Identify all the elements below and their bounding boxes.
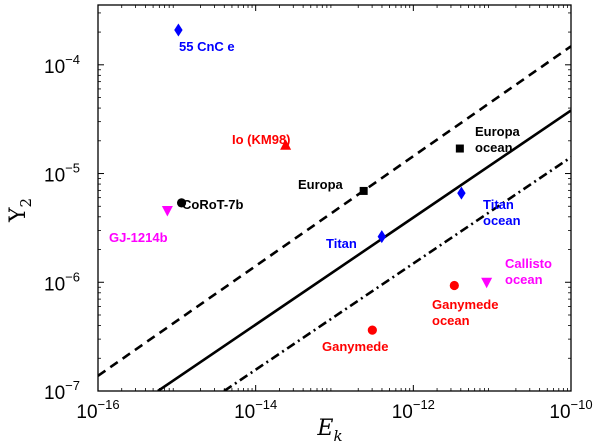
y-axis-label-sub: 2 bbox=[17, 198, 35, 208]
x-tick-base: 10 bbox=[234, 402, 255, 423]
y-tick-exp: −5 bbox=[65, 161, 80, 176]
data-points bbox=[161, 23, 493, 335]
label-gj-1214b: GJ-1214b bbox=[109, 230, 168, 245]
marker-ganymede bbox=[367, 325, 377, 335]
y-tick-exp: −6 bbox=[65, 269, 80, 284]
x-tick-exp: −16 bbox=[98, 397, 120, 412]
fit-lines bbox=[98, 45, 571, 391]
x-tick-label: 10−10 bbox=[549, 397, 592, 423]
x-tick-exp: −12 bbox=[413, 397, 435, 412]
x-tick-base: 10 bbox=[76, 402, 97, 423]
label-line: Ganymede bbox=[322, 339, 388, 354]
label-line: Ganymede bbox=[432, 297, 498, 312]
label-europa-ocean: Europa ocean bbox=[475, 124, 521, 155]
label-line: ocean bbox=[505, 272, 543, 287]
x-axis-label: Ek bbox=[316, 416, 342, 441]
y-tick-label: 10−4 bbox=[44, 52, 80, 78]
label-europa: Europa bbox=[298, 177, 344, 192]
label-line: Callisto bbox=[505, 256, 552, 271]
y-tick-label: 10−7 bbox=[44, 378, 80, 404]
label-titan: Titan bbox=[326, 236, 357, 251]
x-axis-ticks: 10−16 10−14 10−12 10−10 bbox=[76, 5, 593, 423]
y-tick-base: 10 bbox=[44, 274, 65, 295]
marker-io-km98 bbox=[280, 139, 292, 150]
label-line: 55 CnC e bbox=[179, 39, 235, 54]
x-tick-base: 10 bbox=[549, 402, 570, 423]
marker-europa bbox=[359, 186, 368, 195]
label-ganymede: Ganymede bbox=[322, 339, 388, 354]
label-io-km98: Io (KM98) bbox=[232, 132, 291, 147]
marker-corot-7b bbox=[176, 198, 187, 208]
x-tick-base: 10 bbox=[392, 402, 413, 423]
y-axis-label: Y2 bbox=[6, 198, 35, 223]
label-line: Europa bbox=[298, 177, 344, 192]
label-ganymede-ocean: Ganymede ocean bbox=[432, 297, 498, 328]
label-line: Io (KM98) bbox=[232, 132, 291, 147]
line-upper-bound bbox=[98, 45, 571, 377]
line-lower-bound bbox=[223, 156, 571, 391]
x-tick-label: 10−14 bbox=[234, 397, 277, 423]
label-line: Titan bbox=[326, 236, 357, 251]
marker-gj-1214b bbox=[161, 206, 173, 217]
y-tick-base: 10 bbox=[44, 57, 65, 78]
line-central bbox=[157, 109, 571, 391]
x-tick-exp: −14 bbox=[255, 397, 277, 412]
x-tick-label: 10−16 bbox=[76, 397, 119, 423]
y-tick-exp: −4 bbox=[65, 52, 80, 67]
marker-ganymede-ocean bbox=[449, 280, 459, 291]
x-tick-label: 10−12 bbox=[392, 397, 435, 423]
label-line: ocean bbox=[483, 213, 521, 228]
label-line: ocean bbox=[432, 313, 470, 328]
label-line: Europa bbox=[475, 124, 521, 139]
label-callisto-ocean: Callisto ocean bbox=[505, 256, 552, 287]
y-tick-label: 10−5 bbox=[44, 161, 80, 187]
label-line: Titan bbox=[483, 197, 514, 212]
x-axis-label-sub: k bbox=[333, 427, 342, 441]
label-line: ocean bbox=[475, 140, 513, 155]
marker-55-cnc-e bbox=[174, 23, 183, 37]
y-tick-base: 10 bbox=[44, 166, 65, 187]
x-tick-exp: −10 bbox=[571, 397, 593, 412]
marker-callisto-ocean bbox=[481, 277, 493, 289]
y-tick-base: 10 bbox=[44, 383, 65, 404]
label-titan-ocean: Titan ocean bbox=[483, 197, 521, 228]
label-corot-7b: CoRoT-7b bbox=[182, 197, 243, 212]
label-line: CoRoT-7b bbox=[182, 197, 243, 212]
marker-titan-ocean bbox=[457, 186, 466, 200]
marker-europa-ocean bbox=[455, 144, 464, 153]
x-axis-label-main: E bbox=[316, 416, 333, 441]
label-line: GJ-1214b bbox=[109, 230, 168, 245]
y-tick-label: 10−6 bbox=[44, 269, 80, 295]
y-axis-ticks: 10−710−610−510−4 bbox=[44, 12, 571, 404]
y-axis-label-main: Y bbox=[6, 207, 31, 223]
label-55-cnc-e: 55 CnC e bbox=[179, 39, 235, 54]
y-tick-exp: −7 bbox=[65, 378, 80, 393]
marker-titan bbox=[377, 230, 386, 244]
plot-frame bbox=[97, 4, 572, 392]
